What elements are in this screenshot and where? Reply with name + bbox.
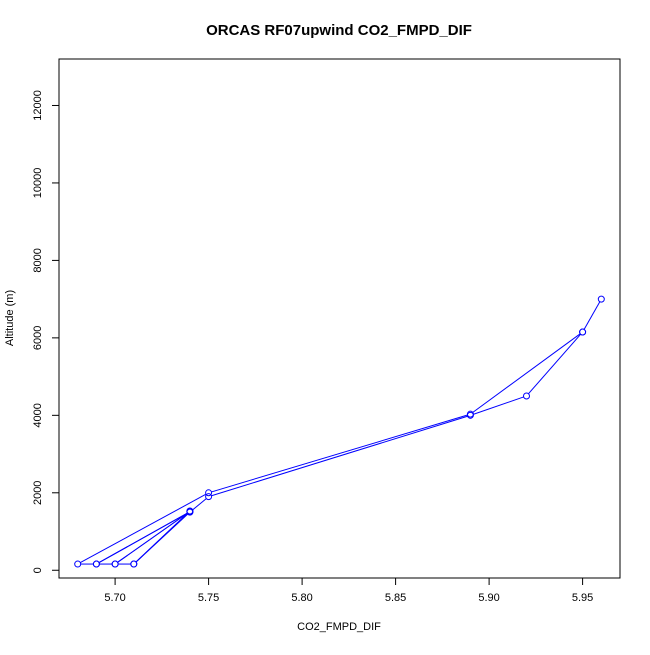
x-tick-label: 5.75 [198,592,219,604]
data-point [130,560,138,568]
data-point [205,493,213,501]
x-axis-label: CO2_FMPD_DIF [297,621,381,633]
y-axis: 0 2000 4000 6000 8000 10000 12000 [32,90,59,573]
y-tick-label: 6000 [32,326,44,350]
series-segment [211,414,468,493]
series-segment [583,301,601,330]
series-segment [80,493,207,564]
data-point [466,411,474,419]
y-tick-label: 10000 [32,168,44,199]
series-segment [98,512,188,564]
x-tick-label: 5.95 [572,592,593,604]
x-tick-label: 5.80 [291,592,312,604]
series-segment [472,333,581,413]
plot-frame [58,58,621,579]
y-tick-label: 8000 [32,248,44,272]
series-segment [211,415,468,497]
data-point [186,508,194,516]
x-axis: 5.70 5.75 5.80 5.85 5.90 5.95 [104,578,593,604]
y-tick-label: 0 [32,567,44,573]
chart-title: ORCAS RF07upwind CO2_FMPD_DIF [206,22,472,39]
y-tick-label: 4000 [32,403,44,427]
series-segment [473,396,524,415]
x-tick-label: 5.70 [104,592,125,604]
y-axis-label: Altitude (m) [4,290,16,346]
data-point [92,560,100,568]
x-tick-label: 5.90 [478,592,499,604]
y-tick-label: 12000 [32,90,44,121]
series-segment [528,333,581,395]
series-segment [191,498,207,511]
y-tick-label: 2000 [32,481,44,505]
series-segment [135,513,189,563]
data-point [205,489,213,497]
data-point [523,392,530,400]
series-layer [74,295,605,568]
data-point [579,328,587,336]
series-segment [117,512,188,563]
data-point [111,560,119,568]
data-point [74,560,82,568]
x-tick-label: 5.85 [385,592,406,604]
data-point [597,295,605,303]
